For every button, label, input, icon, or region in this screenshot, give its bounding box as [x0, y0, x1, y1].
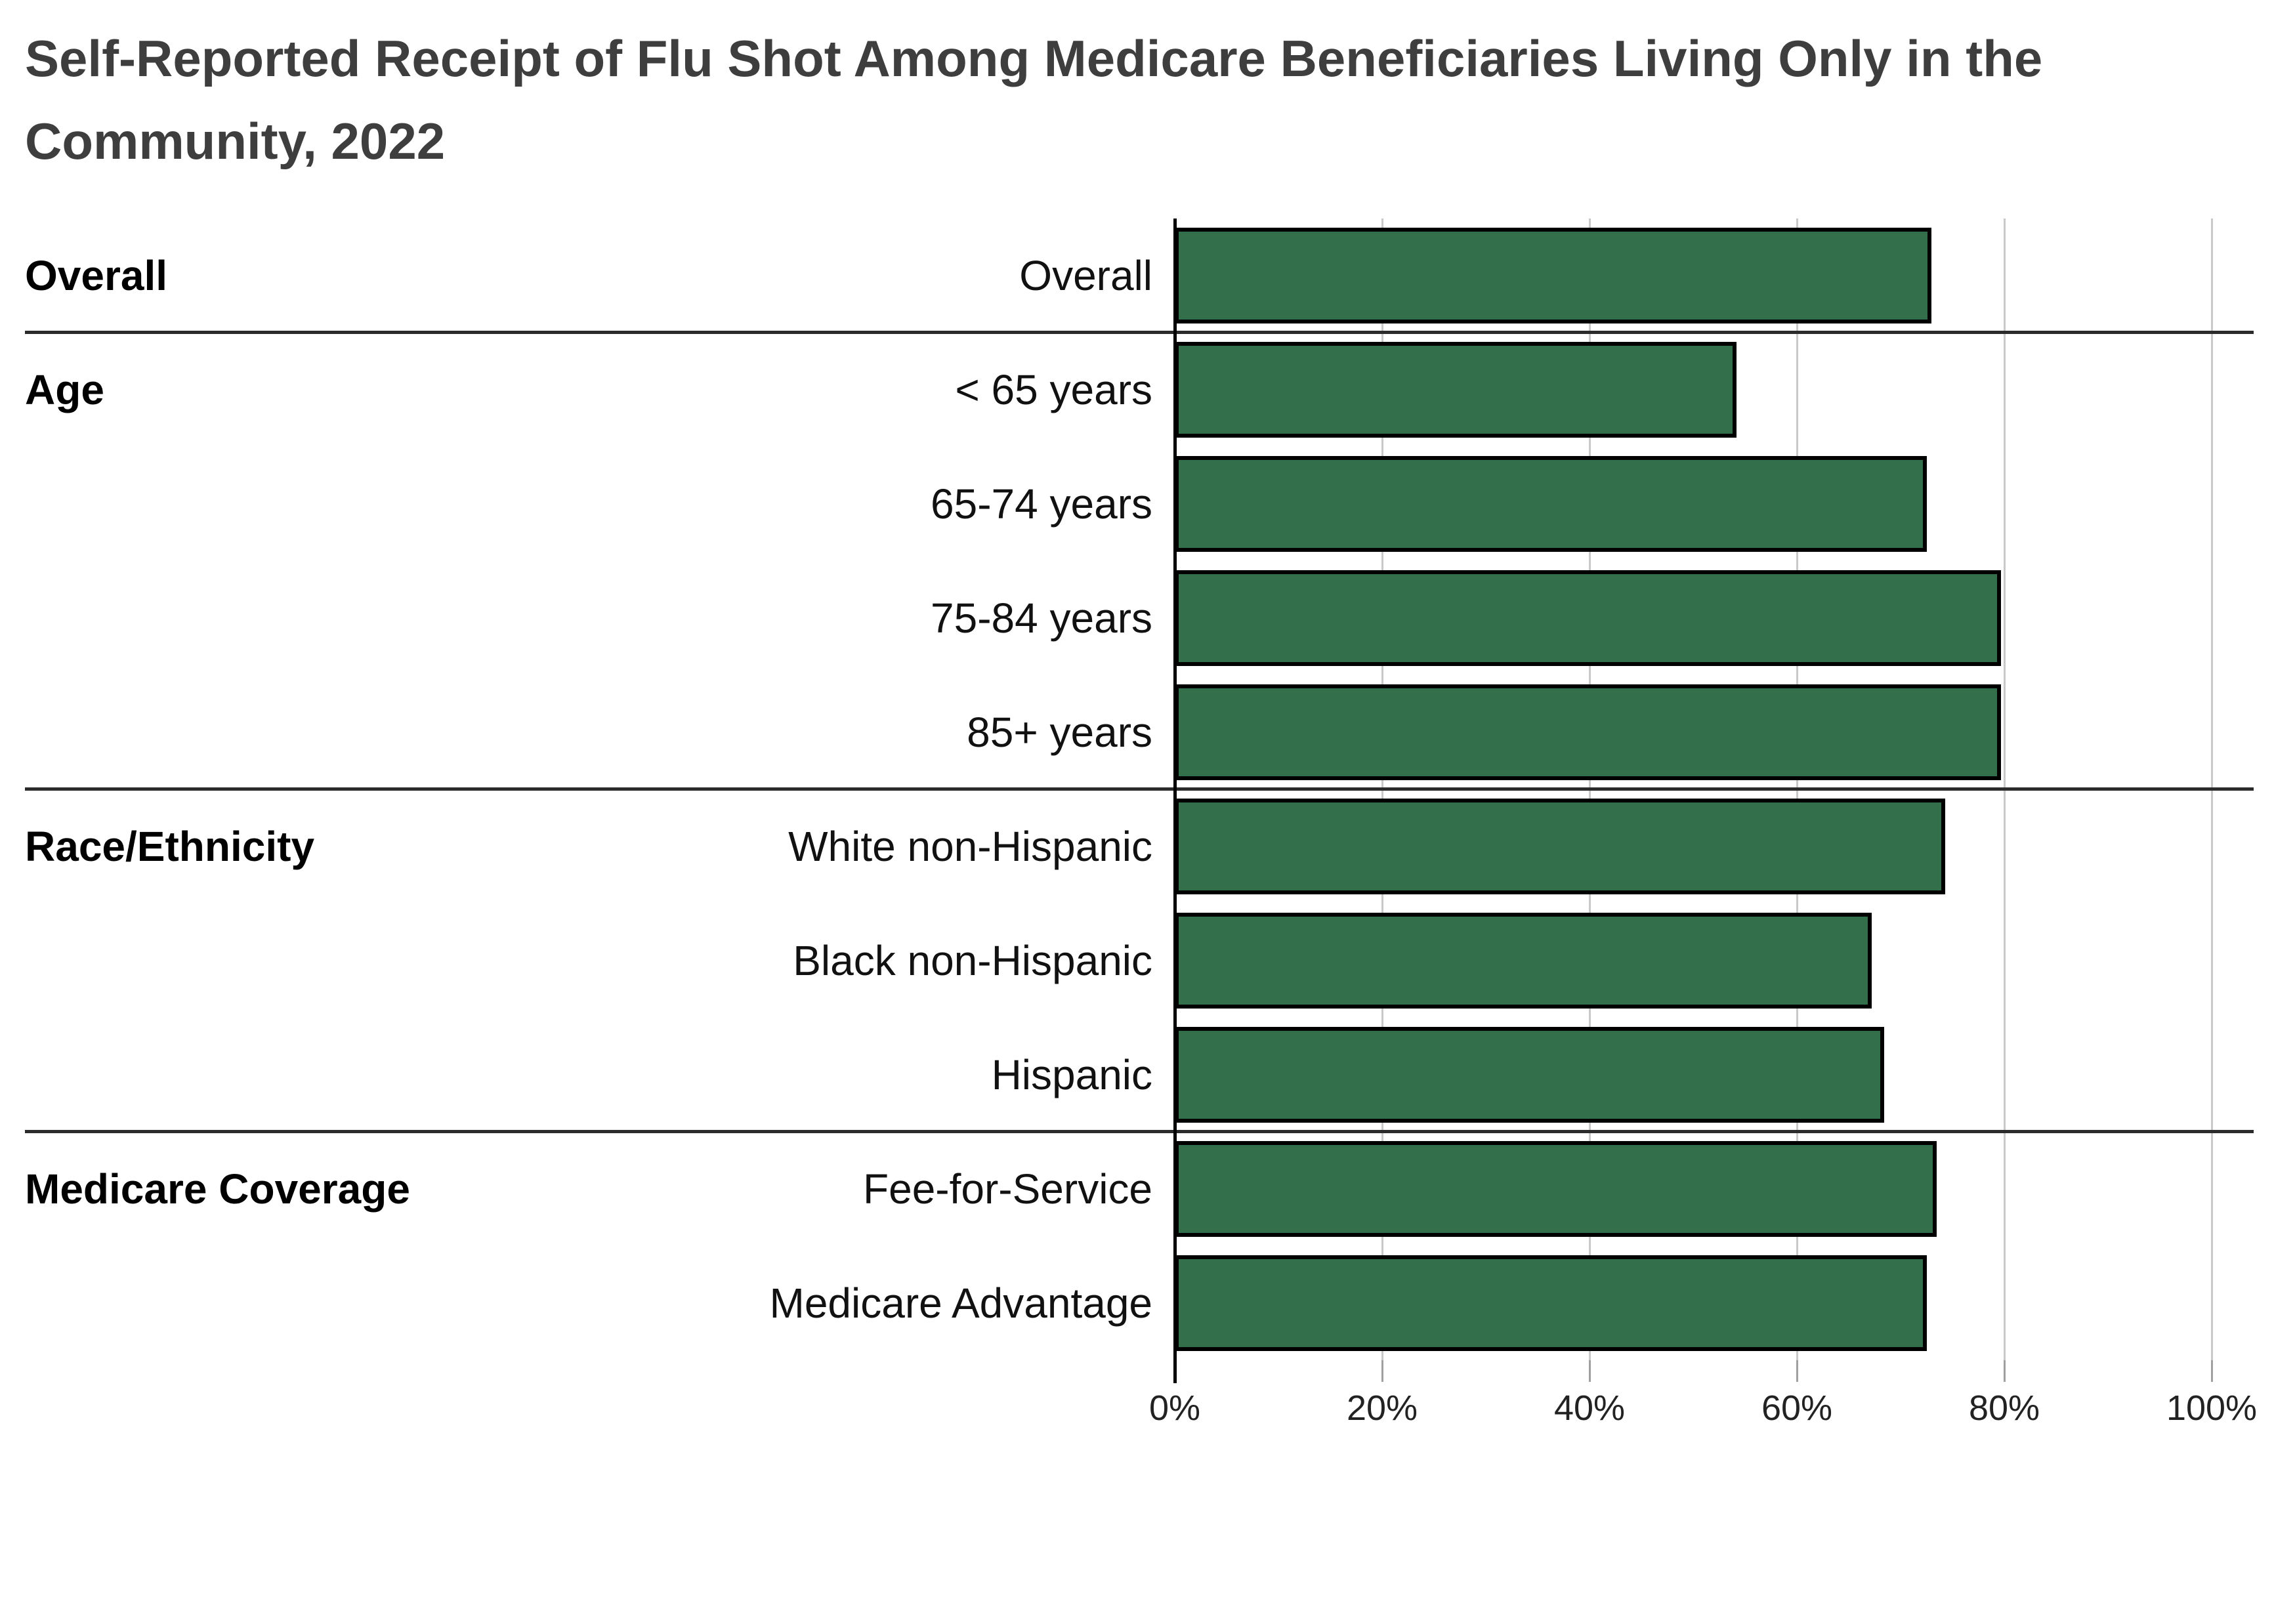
section-separator	[25, 787, 2254, 791]
bar[interactable]	[1175, 342, 1737, 438]
category-label: < 65 years	[955, 366, 1152, 413]
x-tick-label: 20%	[1346, 1388, 1418, 1428]
bar[interactable]	[1175, 684, 2001, 780]
x-tick-label: 60%	[1761, 1388, 1833, 1428]
section-separator	[25, 1130, 2254, 1133]
x-tick-label: 40%	[1553, 1388, 1626, 1428]
chart-title: Self-Reported Receipt of Flu Shot Among …	[25, 17, 2042, 182]
bar[interactable]	[1175, 570, 2001, 666]
category-label: White non-Hispanic	[788, 823, 1152, 870]
bar[interactable]	[1175, 1255, 1927, 1351]
x-tick-label: 100%	[2166, 1388, 2258, 1428]
category-label: Fee-for-Service	[863, 1165, 1152, 1213]
group-label: Overall	[25, 252, 168, 299]
section-separator	[25, 331, 2254, 334]
axis-tick	[1589, 1360, 1591, 1382]
bar[interactable]	[1175, 1141, 1937, 1237]
bar[interactable]	[1175, 913, 1872, 1009]
x-axis-zero-line	[1173, 219, 1177, 1383]
axis-tick	[2211, 1360, 2213, 1382]
axis-tick	[1796, 1360, 1798, 1382]
axis-tick	[1381, 1360, 1383, 1382]
x-tick-label: 0%	[1148, 1388, 1201, 1428]
category-label: Hispanic	[991, 1051, 1152, 1098]
category-label: 65-74 years	[931, 480, 1152, 528]
bar[interactable]	[1175, 456, 1927, 552]
bar[interactable]	[1175, 228, 1931, 323]
category-label: 75-84 years	[931, 594, 1152, 642]
chart-title-line1: Self-Reported Receipt of Flu Shot Among …	[25, 30, 2043, 87]
category-label: 85+ years	[967, 709, 1152, 756]
group-label: Race/Ethnicity	[25, 823, 315, 870]
category-label: Overall	[1019, 252, 1152, 299]
group-label: Medicare Coverage	[25, 1165, 410, 1213]
bar[interactable]	[1175, 799, 1945, 894]
category-label: Medicare Advantage	[769, 1280, 1153, 1327]
x-tick-label: 80%	[1968, 1388, 2040, 1428]
group-label: Age	[25, 366, 104, 413]
axis-tick	[2004, 1360, 2006, 1382]
bar[interactable]	[1175, 1027, 1884, 1123]
category-label: Black non-Hispanic	[793, 937, 1152, 984]
chart-title-line2: Community, 2022	[25, 112, 446, 170]
